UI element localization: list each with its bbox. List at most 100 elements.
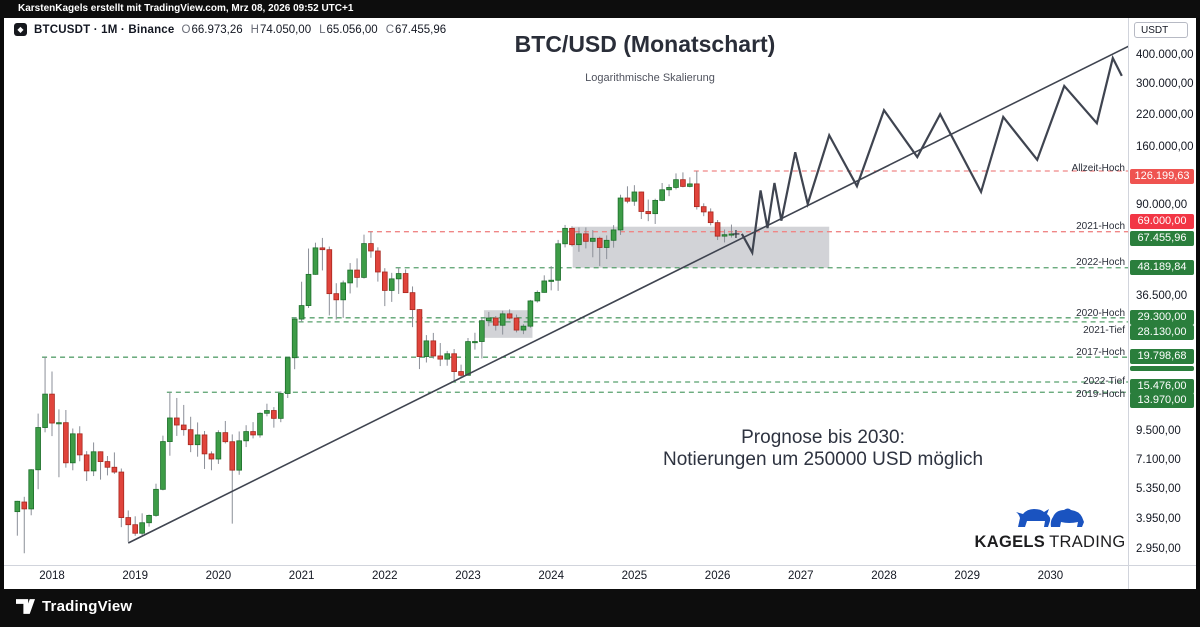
candle-body (652, 199, 658, 215)
forecast-annotation: Prognose bis 2030: Notierungen um 250000… (663, 427, 983, 471)
candle-body (513, 317, 520, 331)
symbol-bar[interactable]: ◆ BTCUSDT · 1M · Binance O66.973,26 H74.0… (14, 22, 446, 37)
candle-body (291, 318, 298, 359)
candle-body (243, 431, 249, 442)
candle-body (83, 454, 90, 472)
candle-body (562, 227, 568, 245)
candle-body (250, 431, 256, 436)
candle-body (187, 429, 194, 446)
candle-body (555, 243, 561, 281)
price-tick: 220.000,00 (1136, 109, 1194, 121)
candle-body (167, 417, 173, 442)
exchange-icon: ◆ (14, 23, 27, 36)
candle-body (284, 357, 291, 394)
candle-body (700, 206, 707, 213)
candle-body (687, 183, 693, 187)
candle-body (576, 233, 582, 246)
price-tick: 300.000,00 (1136, 78, 1194, 90)
price-tick: 160.000,00 (1136, 141, 1194, 153)
candle-body (153, 488, 159, 516)
candle-body (111, 466, 118, 473)
ohlc-H: H74.050,00 (250, 23, 312, 36)
price-tick: 2.950,00 (1136, 543, 1181, 555)
level-label-2021-Tief: 2021-Tief (1083, 325, 1125, 336)
price-badge-clipped (1130, 365, 1194, 371)
level-label-2019-Hoch: 2019-Hoch (1076, 389, 1125, 400)
chart-surface[interactable] (4, 18, 1196, 589)
price-badge: 48.189,84 (1130, 259, 1194, 275)
candle-body (423, 340, 430, 357)
price-tick: 3.950,00 (1136, 513, 1181, 525)
candle-body (201, 434, 208, 455)
symbol-title: BTCUSDT · 1M · Binance (34, 23, 175, 36)
tradingview-logo[interactable]: TradingView (16, 598, 132, 615)
year-label-2028: 2028 (871, 570, 897, 582)
level-label-2020-Hoch: 2020-Hoch (1076, 308, 1125, 319)
candle-body (257, 412, 263, 436)
last-price-cross (732, 229, 740, 238)
candle-body (326, 249, 333, 295)
candle-body (361, 243, 367, 278)
forecast-zigzag (740, 54, 1123, 257)
candle-body (589, 237, 596, 242)
ohlc-values: O66.973,26 H74.050,00 L65.056,00 C67.455,96 (182, 24, 447, 36)
candle-body (451, 353, 457, 372)
candle-body (714, 222, 721, 237)
price-tick: 36.500,00 (1136, 290, 1188, 302)
candle-body (479, 320, 485, 342)
candle-body (506, 313, 513, 319)
trading-word: TRADING (1049, 533, 1126, 551)
candle-body (146, 514, 152, 524)
candle-body (603, 239, 610, 248)
candle-body (617, 197, 624, 231)
bull-icon (1016, 509, 1051, 527)
ohlc-O: O66.973,26 (181, 23, 243, 36)
candle-body (298, 305, 305, 320)
price-axis-border (1128, 18, 1129, 589)
candle-body (395, 273, 402, 280)
year-label-2027: 2027 (788, 570, 814, 582)
level-label-2021-Hoch: 2021-Hoch (1076, 221, 1125, 232)
candle-body (721, 234, 728, 237)
price-badge: 126.199,63 (1130, 168, 1194, 184)
year-label-2023: 2023 (455, 570, 481, 582)
candle-body (458, 371, 464, 376)
candle-body (69, 433, 76, 464)
credit-text: KarstenKagels erstellt mit TradingView.c… (18, 3, 354, 14)
candle-body (680, 179, 686, 187)
year-label-2018: 2018 (39, 570, 65, 582)
kagels-word: KAGELS (974, 533, 1046, 551)
price-tick: 400.000,00 (1136, 49, 1194, 61)
candle-body (305, 273, 312, 306)
candle-body (173, 417, 180, 426)
forecast-annotation-line1: Prognose bis 2030: (741, 427, 905, 448)
price-badge: 15.476,00 (1130, 378, 1194, 394)
level-label-2017-Hoch: 2017-Hoch (1076, 347, 1125, 358)
price-badge: 13.970,00 (1130, 392, 1194, 408)
candle-body (631, 191, 638, 202)
candle-body (49, 393, 55, 424)
candle-body (610, 229, 617, 241)
candle-body (180, 424, 187, 431)
year-label-2021: 2021 (288, 570, 315, 582)
kagels-trading-logo: KAGELS TRADING (975, 501, 1125, 552)
year-label-2024: 2024 (538, 570, 564, 582)
plot-canvas[interactable] (0, 18, 1128, 565)
candle-body (194, 434, 201, 446)
candle-body (472, 341, 478, 344)
currency-button[interactable]: USDT (1134, 22, 1188, 38)
candle-body (485, 317, 492, 322)
year-label-2020: 2020 (205, 570, 232, 582)
price-tick: 90.000,00 (1136, 199, 1188, 211)
candle-body (14, 500, 21, 513)
bull-bear-icon (1016, 508, 1084, 527)
candle-body (548, 279, 554, 282)
candle-body (35, 427, 41, 471)
candle-body (90, 451, 97, 472)
candle-body (132, 524, 138, 534)
candle-body (583, 233, 589, 242)
candle-body (104, 461, 111, 468)
candle-body (76, 433, 83, 456)
forecast-annotation-line2: Notierungen um 250000 USD möglich (662, 449, 984, 470)
candle-body (596, 237, 603, 248)
